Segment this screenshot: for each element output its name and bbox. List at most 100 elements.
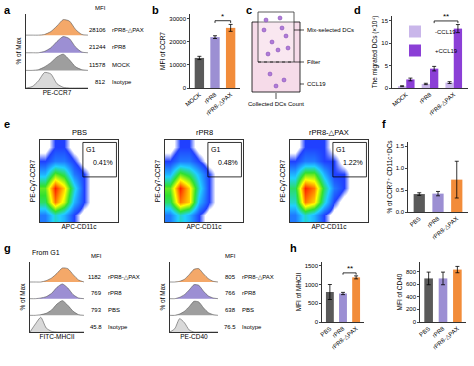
svg-text:500: 500 (308, 300, 319, 306)
svg-text:G1: G1 (211, 146, 220, 153)
svg-text:f: f (382, 118, 386, 130)
svg-text:805: 805 (225, 274, 236, 280)
svg-text:Isotype: Isotype (242, 324, 262, 330)
svg-text:h: h (290, 242, 297, 254)
svg-text:G1: G1 (86, 146, 95, 153)
svg-text:rPR8-△PAX: rPR8-△PAX (330, 325, 358, 350)
svg-text:30000: 30000 (169, 16, 186, 22)
svg-text:793: 793 (91, 307, 102, 313)
svg-text:rPR8: rPR8 (418, 91, 433, 105)
svg-text:**: ** (347, 264, 353, 273)
svg-text:c: c (246, 4, 252, 16)
svg-text:rPR8-△PAX: rPR8-△PAX (205, 91, 233, 116)
svg-text:The migrated DCs (×10⁴): The migrated DCs (×10⁴) (371, 16, 379, 89)
svg-text:1500: 1500 (305, 263, 319, 269)
svg-text:APC-CD11c: APC-CD11c (62, 223, 98, 230)
svg-text:1.5: 1.5 (396, 143, 405, 149)
svg-text:638: 638 (225, 307, 236, 313)
svg-text:g: g (4, 242, 11, 254)
svg-text:APC-CD11c: APC-CD11c (312, 223, 348, 230)
svg-text:rPR8-△PAX: rPR8-△PAX (242, 274, 274, 280)
svg-text:Collected DCs Count: Collected DCs Count (248, 101, 304, 107)
svg-text:800: 800 (406, 269, 417, 275)
svg-text:Mix-selected DCs: Mix-selected DCs (307, 27, 354, 33)
svg-text:200: 200 (406, 306, 417, 312)
svg-text:1000: 1000 (305, 282, 319, 288)
svg-text:MOCK: MOCK (112, 62, 130, 68)
svg-text:% of CCR7⁺ CD11c⁺DCs: % of CCR7⁺ CD11c⁺DCs (386, 140, 393, 214)
svg-text:1.0: 1.0 (396, 165, 405, 171)
svg-text:b: b (152, 4, 159, 16)
svg-text:CCL19: CCL19 (307, 81, 326, 87)
svg-text:MFI: MFI (91, 253, 102, 259)
svg-text:PBS: PBS (418, 325, 431, 337)
svg-text:PBS: PBS (242, 307, 254, 313)
svg-text:21244: 21244 (89, 44, 106, 50)
svg-text:1182: 1182 (88, 274, 102, 280)
svg-text:% of Max: % of Max (15, 37, 22, 65)
svg-text:400: 400 (406, 294, 417, 300)
svg-text:rPR8: rPR8 (431, 325, 446, 339)
svg-text:812: 812 (95, 79, 106, 85)
svg-text:PBS: PBS (409, 215, 422, 227)
svg-text:*: * (221, 12, 224, 21)
svg-text:600: 600 (406, 281, 417, 287)
svg-text:0: 0 (183, 85, 187, 91)
svg-text:PBS: PBS (319, 325, 332, 337)
svg-text:PE-Cy7-CCR7: PE-Cy7-CCR7 (154, 159, 162, 202)
svg-text:d: d (354, 4, 361, 16)
svg-text:Isotype: Isotype (112, 79, 132, 85)
svg-text:0.41%: 0.41% (93, 159, 113, 166)
svg-text:rPR8: rPR8 (331, 325, 346, 339)
svg-text:0: 0 (385, 85, 389, 91)
svg-text:10000: 10000 (169, 62, 186, 68)
svg-text:PE-Cy7-CCR7: PE-Cy7-CCR7 (29, 159, 37, 202)
svg-text:Isotype: Isotype (108, 324, 128, 330)
svg-text:766: 766 (225, 290, 236, 296)
svg-text:5: 5 (385, 63, 389, 69)
svg-text:rPR8-△PAX: rPR8-△PAX (431, 215, 459, 240)
svg-text:e: e (4, 118, 10, 130)
svg-text:PE-Cy7-CCR7: PE-Cy7-CCR7 (279, 159, 287, 202)
svg-text:-CCL19: -CCL19 (435, 29, 456, 35)
svg-text:rPR8: rPR8 (108, 290, 122, 296)
svg-text:rPR8: rPR8 (242, 290, 256, 296)
svg-text:15: 15 (381, 18, 388, 24)
svg-text:MFI: MFI (95, 5, 106, 11)
svg-text:rPR8: rPR8 (426, 215, 441, 229)
svg-text:1.22%: 1.22% (343, 159, 363, 166)
svg-text:Filter: Filter (307, 59, 320, 65)
svg-text:28106: 28106 (89, 27, 106, 33)
svg-text:G1: G1 (336, 146, 345, 153)
svg-text:PE-CD40: PE-CD40 (180, 333, 208, 340)
svg-text:MOCK: MOCK (184, 91, 202, 107)
svg-text:PBS: PBS (72, 128, 87, 137)
svg-text:769: 769 (91, 290, 102, 296)
svg-text:0.0: 0.0 (396, 209, 405, 215)
svg-text:45.8: 45.8 (90, 324, 102, 330)
svg-text:rPR8-△PAX: rPR8-△PAX (428, 91, 456, 116)
svg-text:10: 10 (381, 40, 388, 46)
svg-text:rPR8-△PAX: rPR8-△PAX (432, 325, 460, 350)
svg-text:0: 0 (413, 319, 417, 325)
svg-text:MFI of CCR7: MFI of CCR7 (159, 32, 166, 70)
svg-text:rPR8: rPR8 (196, 128, 213, 137)
svg-text:MOCK: MOCK (391, 91, 409, 107)
svg-text:76.5: 76.5 (224, 324, 236, 330)
svg-text:FITC-MHCII: FITC-MHCII (39, 333, 74, 340)
svg-text:rPR8-△PAX: rPR8-△PAX (309, 128, 349, 137)
svg-text:+CCL19: +CCL19 (435, 48, 458, 54)
svg-text:rPR8-△PAX: rPR8-△PAX (108, 274, 140, 280)
svg-text:APC-CD11c: APC-CD11c (187, 223, 223, 230)
svg-text:20000: 20000 (169, 39, 186, 45)
svg-text:% of Max: % of Max (19, 283, 26, 311)
svg-text:MFI: MFI (225, 253, 236, 259)
svg-text:a: a (4, 4, 11, 16)
svg-text:% of Max: % of Max (159, 283, 166, 311)
svg-text:rPR8: rPR8 (203, 91, 218, 105)
svg-text:rPR8: rPR8 (112, 44, 126, 50)
svg-text:11578: 11578 (89, 62, 106, 68)
svg-text:0: 0 (315, 319, 319, 325)
svg-text:0.5: 0.5 (396, 187, 405, 193)
svg-text:**: ** (443, 12, 449, 21)
